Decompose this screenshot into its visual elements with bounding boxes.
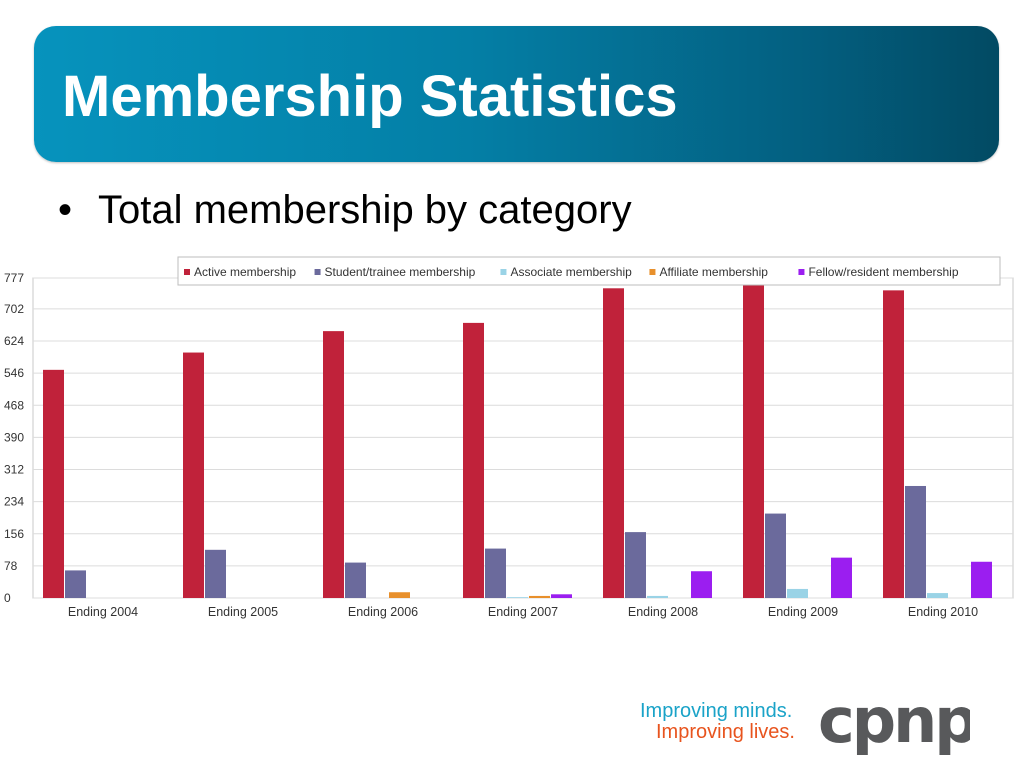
legend-label: Active membership bbox=[194, 265, 296, 279]
bullet-text: Total membership by category bbox=[98, 188, 632, 232]
y-tick-label: 624 bbox=[4, 334, 24, 348]
y-tick-label: 312 bbox=[4, 463, 24, 477]
bullet-mark: • bbox=[58, 188, 73, 232]
plot-area bbox=[32, 277, 1014, 599]
bullet-item: • Total membership by category bbox=[58, 188, 632, 233]
legend-label: Student/trainee membership bbox=[325, 265, 476, 279]
bar bbox=[831, 557, 852, 598]
y-tick-label: 0 bbox=[4, 591, 11, 605]
legend-swatch bbox=[649, 269, 656, 275]
bar bbox=[905, 485, 926, 598]
x-tick-label: Ending 2008 bbox=[628, 605, 698, 619]
slide-title: Membership Statistics bbox=[62, 64, 678, 129]
bar bbox=[765, 513, 786, 598]
bar bbox=[883, 290, 904, 598]
bar bbox=[927, 593, 948, 598]
cpnp-logo-mark: cpnp bbox=[818, 696, 970, 757]
x-tick-label: Ending 2006 bbox=[348, 605, 418, 619]
y-tick-label: 390 bbox=[4, 430, 24, 444]
title-banner bbox=[34, 26, 999, 162]
legend-label: Fellow/resident membership bbox=[808, 265, 958, 279]
x-tick-label: Ending 2005 bbox=[208, 605, 278, 619]
y-tick-label: 156 bbox=[4, 527, 24, 541]
legend-swatch bbox=[184, 269, 190, 275]
legend-swatch bbox=[798, 269, 805, 275]
x-tick-label: Ending 2010 bbox=[908, 605, 978, 619]
y-tick-label: 546 bbox=[4, 366, 24, 380]
logo-tagline-2: Improving lives. bbox=[656, 721, 795, 743]
bar bbox=[603, 288, 624, 598]
x-tick-label: Ending 2004 bbox=[68, 605, 138, 619]
y-tick-label: 702 bbox=[4, 302, 24, 316]
bar bbox=[183, 352, 204, 598]
bar bbox=[647, 595, 668, 598]
bar bbox=[65, 570, 86, 598]
cpnp-logo: cpnp bbox=[818, 696, 970, 757]
bar bbox=[691, 571, 712, 598]
bar bbox=[323, 331, 344, 598]
bar bbox=[205, 549, 226, 598]
y-tick-label: 78 bbox=[4, 559, 18, 573]
bar bbox=[507, 597, 528, 598]
bar bbox=[485, 548, 506, 598]
bar bbox=[971, 561, 992, 598]
legend-swatch bbox=[314, 269, 321, 275]
bar bbox=[743, 274, 764, 598]
legend-swatch bbox=[500, 269, 507, 275]
bar bbox=[787, 588, 808, 598]
bar bbox=[345, 562, 366, 598]
x-tick-label: Ending 2007 bbox=[488, 605, 558, 619]
legend-label: Associate membership bbox=[510, 265, 632, 279]
bar bbox=[529, 595, 550, 598]
y-tick-label: 468 bbox=[4, 398, 24, 412]
bar bbox=[43, 369, 64, 598]
chart-svg: 0 78 156 234 312 390 468 546 624 702 777 Ending 200… bbox=[4, 256, 1014, 619]
logo-tagline-1: Improving minds. bbox=[640, 700, 793, 722]
y-tick-label: 777 bbox=[4, 271, 24, 285]
membership-chart: 0 78 156 234 312 390 468 546 624 702 777 Ending 200… bbox=[0, 250, 1024, 630]
y-tick-label: 234 bbox=[4, 495, 24, 509]
bar bbox=[463, 322, 484, 598]
bar bbox=[551, 594, 572, 598]
bar bbox=[389, 592, 410, 598]
x-tick-label: Ending 2009 bbox=[768, 605, 838, 619]
legend-label: Affiliate membership bbox=[659, 265, 768, 279]
bar bbox=[625, 532, 646, 598]
